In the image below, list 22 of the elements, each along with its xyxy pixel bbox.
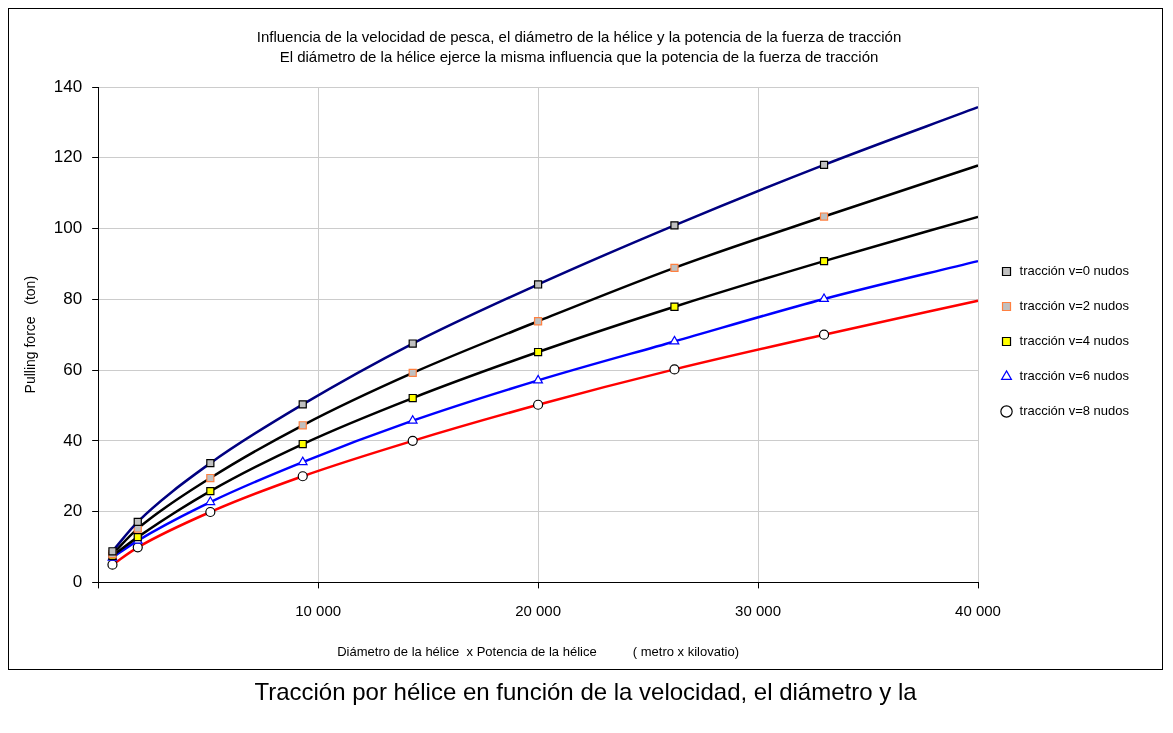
legend-label: tracción v=2 nudos xyxy=(1019,298,1130,314)
y-tick-label: 80 xyxy=(63,289,83,308)
x-axis-title: Diámetro de la hélice x Potencia de la hélice ( metro x kilovatio) xyxy=(337,643,739,659)
text: Tracción por hélice en función de la velocidad, el diámetro y la xyxy=(253,678,918,706)
x-tick-label: 40 000 xyxy=(955,601,1001,619)
y-tick-label: 40 xyxy=(63,430,83,450)
legend-label: tracción v=6 nudos xyxy=(1019,368,1130,384)
y-axis-title: Pulling force (ton) xyxy=(22,275,39,394)
y-tick-label: 120 xyxy=(53,147,83,167)
legend-label: tracción v=0 nudos xyxy=(1019,263,1130,279)
y-tick-label: 140 xyxy=(53,76,83,96)
x-tick-label: 20 000 xyxy=(515,601,562,619)
y-tick-label: 0 xyxy=(72,572,83,592)
legend-label: tracción v=8 nudos xyxy=(1019,403,1130,419)
y-tick-label: 100 xyxy=(53,218,83,238)
chart-subtitle: El diámetro de la hélice ejerce la misma influencia que la potencia de la fuerza de tracción xyxy=(279,48,879,66)
x-tick-label: 30 000 xyxy=(735,601,781,619)
y-tick-label: 20 xyxy=(63,501,83,521)
chart-title: Influencia de la velocidad de pesca, el diámetro de la hélice y la potencia de la fuerza de tracción xyxy=(256,28,902,46)
legend-label: tracción v=4 nudos xyxy=(1019,333,1130,349)
y-tick-label: 60 xyxy=(63,359,83,379)
x-tick-label: 10 000 xyxy=(295,601,342,619)
